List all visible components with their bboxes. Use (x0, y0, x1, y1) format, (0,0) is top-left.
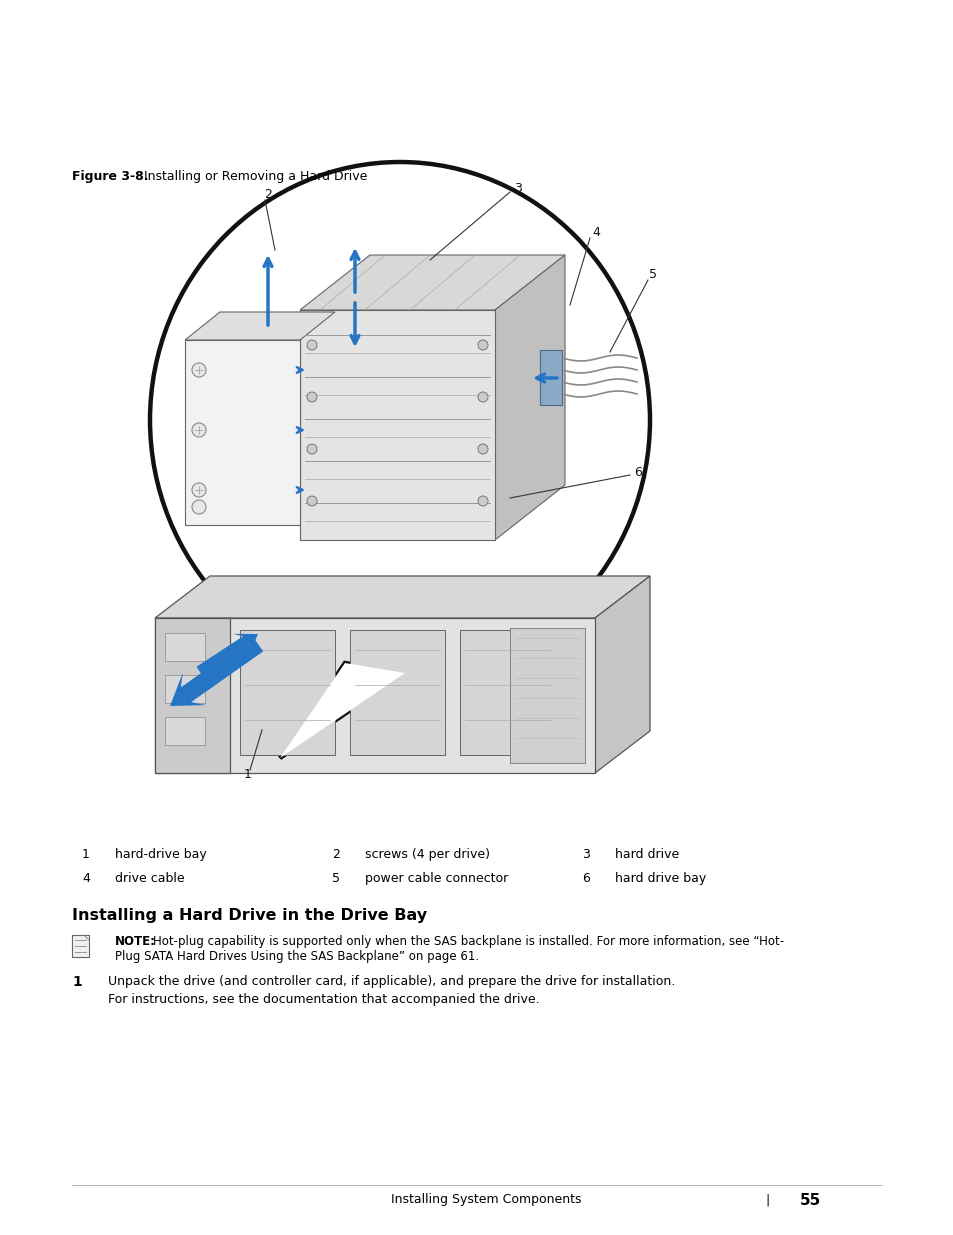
Polygon shape (185, 340, 299, 525)
Text: Installing or Removing a Hard Drive: Installing or Removing a Hard Drive (144, 170, 367, 183)
Text: Installing System Components: Installing System Components (391, 1193, 581, 1207)
Polygon shape (196, 634, 257, 677)
Polygon shape (280, 663, 405, 758)
Polygon shape (154, 618, 230, 773)
Polygon shape (185, 312, 335, 340)
Text: 5: 5 (648, 268, 657, 282)
Text: For instructions, see the documentation that accompanied the drive.: For instructions, see the documentation … (108, 993, 539, 1007)
Circle shape (477, 391, 488, 403)
Polygon shape (154, 576, 649, 618)
Text: 4: 4 (82, 872, 90, 885)
Circle shape (477, 445, 488, 454)
Circle shape (307, 340, 316, 350)
Text: Plug SATA Hard Drives Using the SAS Backplane” on page 61.: Plug SATA Hard Drives Using the SAS Back… (115, 950, 478, 963)
Circle shape (307, 496, 316, 506)
Polygon shape (299, 254, 564, 310)
Text: hard drive bay: hard drive bay (615, 872, 705, 885)
Circle shape (307, 391, 316, 403)
Text: 3: 3 (514, 182, 521, 194)
Circle shape (192, 483, 206, 496)
Text: 6: 6 (581, 872, 589, 885)
Circle shape (192, 363, 206, 377)
Text: 55: 55 (800, 1193, 821, 1208)
Circle shape (307, 445, 316, 454)
Text: Hot-plug capability is supported only when the SAS backplane is installed. For m: Hot-plug capability is supported only wh… (152, 935, 783, 948)
Circle shape (192, 500, 206, 514)
Circle shape (192, 424, 206, 437)
Polygon shape (510, 629, 584, 763)
Text: 5: 5 (332, 872, 339, 885)
Polygon shape (280, 663, 405, 758)
Text: 2: 2 (332, 848, 339, 861)
Polygon shape (459, 630, 555, 755)
Text: 6: 6 (634, 467, 641, 479)
Polygon shape (240, 630, 335, 755)
Polygon shape (165, 718, 205, 745)
Text: drive cable: drive cable (115, 872, 185, 885)
Polygon shape (299, 310, 495, 540)
Polygon shape (154, 618, 595, 773)
Text: 1: 1 (72, 974, 82, 989)
Polygon shape (595, 576, 649, 773)
Text: 4: 4 (592, 226, 599, 240)
Text: |: | (764, 1193, 768, 1207)
Text: 3: 3 (581, 848, 589, 861)
Ellipse shape (150, 162, 649, 678)
Text: 1: 1 (244, 768, 252, 782)
Polygon shape (170, 637, 263, 706)
Text: Installing a Hard Drive in the Drive Bay: Installing a Hard Drive in the Drive Bay (71, 908, 427, 923)
Polygon shape (165, 634, 205, 661)
Polygon shape (539, 350, 561, 405)
Text: Figure 3-8.: Figure 3-8. (71, 170, 149, 183)
Polygon shape (495, 254, 564, 540)
Circle shape (477, 496, 488, 506)
Polygon shape (165, 676, 205, 703)
Text: hard drive: hard drive (615, 848, 679, 861)
Text: 1: 1 (82, 848, 90, 861)
Text: power cable connector: power cable connector (365, 872, 508, 885)
Text: screws (4 per drive): screws (4 per drive) (365, 848, 490, 861)
Circle shape (477, 340, 488, 350)
Text: hard-drive bay: hard-drive bay (115, 848, 207, 861)
FancyBboxPatch shape (71, 935, 89, 957)
Text: 2: 2 (264, 189, 272, 201)
Text: Unpack the drive (and controller card, if applicable), and prepare the drive for: Unpack the drive (and controller card, i… (108, 974, 675, 988)
Text: NOTE:: NOTE: (115, 935, 156, 948)
Polygon shape (350, 630, 444, 755)
